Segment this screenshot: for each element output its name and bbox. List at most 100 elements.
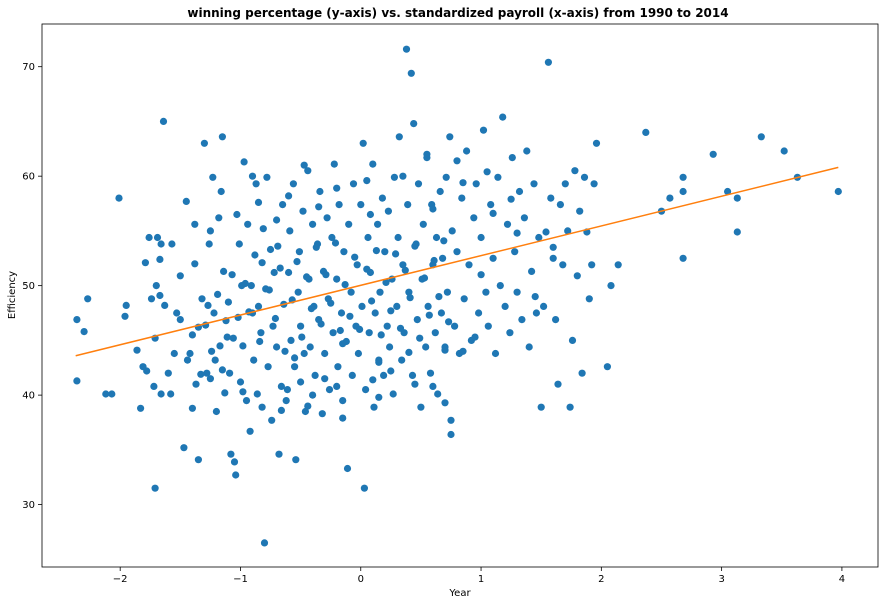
data-point-263 xyxy=(603,363,612,371)
data-point-316 xyxy=(420,274,429,282)
y-tick-label: 70 xyxy=(22,62,35,73)
data-point-121 xyxy=(321,349,329,358)
data-point-80 xyxy=(254,302,263,310)
data-point-300 xyxy=(341,281,349,289)
data-point-353 xyxy=(477,271,485,279)
data-point-346 xyxy=(483,168,491,176)
data-point-10 xyxy=(137,404,145,412)
data-point-88 xyxy=(268,416,276,424)
data-point-226 xyxy=(506,329,514,337)
data-point-64 xyxy=(230,458,239,466)
data-point-183 xyxy=(419,220,427,228)
data-point-113 xyxy=(309,220,317,228)
data-point-237 xyxy=(532,309,541,317)
data-point-321 xyxy=(445,318,453,326)
data-point-15 xyxy=(147,295,156,303)
data-point-252 xyxy=(568,336,577,344)
data-point-174 xyxy=(405,288,413,296)
data-point-323 xyxy=(228,271,236,279)
data-point-294 xyxy=(312,243,320,251)
y-tick-label: 40 xyxy=(22,391,35,402)
data-point-231 xyxy=(518,316,526,324)
data-point-247 xyxy=(556,201,565,209)
data-point-309 xyxy=(387,307,395,315)
data-point-345 xyxy=(459,179,467,187)
data-point-229 xyxy=(513,288,521,296)
data-point-112 xyxy=(306,343,314,351)
data-point-372 xyxy=(206,227,214,235)
data-point-7 xyxy=(121,312,129,320)
data-point-211 xyxy=(470,214,478,222)
data-point-167 xyxy=(394,233,402,242)
data-point-204 xyxy=(453,248,461,256)
data-point-156 xyxy=(376,288,384,296)
data-point-301 xyxy=(346,312,354,320)
data-point-28 xyxy=(168,240,176,248)
data-point-253 xyxy=(571,167,579,175)
data-point-360 xyxy=(315,203,323,211)
data-point-375 xyxy=(423,150,431,158)
data-point-107 xyxy=(299,207,307,215)
data-point-219 xyxy=(489,254,497,262)
data-point-330 xyxy=(297,378,305,386)
data-point-103 xyxy=(292,456,300,464)
data-point-58 xyxy=(221,389,229,397)
data-point-311 xyxy=(396,324,405,332)
data-point-109 xyxy=(301,407,309,416)
data-point-342 xyxy=(363,177,371,185)
data-point-364 xyxy=(258,403,266,411)
data-point-54 xyxy=(216,342,224,350)
data-point-35 xyxy=(183,356,192,364)
data-point-298 xyxy=(331,239,340,247)
data-point-320 xyxy=(440,237,448,245)
data-point-27 xyxy=(164,369,172,377)
data-point-326 xyxy=(208,347,216,355)
data-point-207 xyxy=(460,295,468,303)
data-point-148 xyxy=(364,233,372,242)
data-point-177 xyxy=(410,120,418,128)
data-point-72 xyxy=(242,397,251,405)
data-point-331 xyxy=(309,391,317,399)
data-point-239 xyxy=(537,403,545,411)
data-point-14 xyxy=(145,233,153,242)
data-point-180 xyxy=(414,180,423,188)
data-point-26 xyxy=(161,301,169,309)
data-point-3 xyxy=(84,295,92,303)
data-point-44 xyxy=(200,139,208,147)
data-point-244 xyxy=(549,254,557,262)
data-point-355 xyxy=(513,229,521,237)
data-point-339 xyxy=(254,198,263,206)
data-point-49 xyxy=(209,173,217,181)
data-point-374 xyxy=(300,161,308,169)
data-point-78 xyxy=(252,180,260,188)
data-point-132 xyxy=(339,397,347,405)
data-point-235 xyxy=(528,267,536,275)
data-point-184 xyxy=(422,343,430,351)
x-tick-label: −2 xyxy=(113,574,128,585)
data-point-314 xyxy=(411,242,419,250)
data-point-350 xyxy=(375,358,383,366)
data-point-146 xyxy=(360,484,368,492)
x-tick-label: 2 xyxy=(598,574,604,585)
data-point-285 xyxy=(266,245,275,254)
data-point-340 xyxy=(285,192,293,200)
data-point-138 xyxy=(348,371,356,379)
data-point-349 xyxy=(339,340,347,348)
data-point-357 xyxy=(549,243,557,251)
data-point-209 xyxy=(465,261,473,269)
data-point-336 xyxy=(411,380,419,388)
data-point-283 xyxy=(256,337,264,346)
data-point-71 xyxy=(240,158,248,166)
data-point-75 xyxy=(247,282,255,290)
data-point-367 xyxy=(339,414,347,422)
data-point-256 xyxy=(578,369,586,377)
data-point-208 xyxy=(463,147,471,155)
data-point-98 xyxy=(285,268,293,277)
data-point-169 xyxy=(398,356,406,364)
data-point-352 xyxy=(441,346,449,354)
data-point-287 xyxy=(276,264,284,272)
data-point-313 xyxy=(406,294,414,302)
data-point-31 xyxy=(173,309,181,317)
chart-title: winning percentage (y-axis) vs. standard… xyxy=(187,6,728,20)
data-point-61 xyxy=(226,369,234,377)
